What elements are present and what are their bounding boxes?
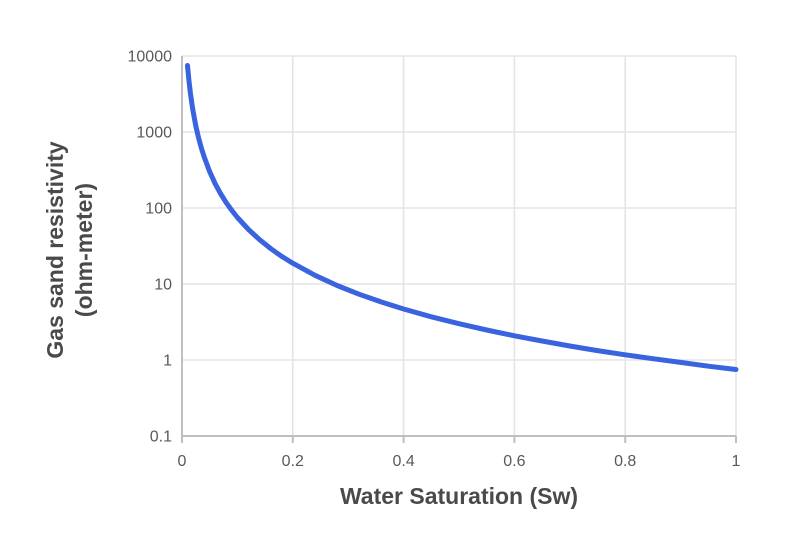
x-tick-label: 1 <box>732 453 741 470</box>
y-axis-title: Gas sand resistivity (ohm-meter) <box>41 90 99 410</box>
y-axis-title-line2: (ohm-meter) <box>71 182 97 318</box>
resistivity-curve <box>185 63 739 372</box>
x-tick-label: 0.2 <box>282 453 304 470</box>
x-tick-label: 0.6 <box>503 453 525 470</box>
y-tick-label: 1 <box>163 353 172 370</box>
y-tick-label: 0.1 <box>150 429 172 446</box>
x-tick-label: 0.4 <box>392 453 414 470</box>
x-axis-title: Water Saturation (Sw) <box>339 483 579 509</box>
x-tick-label: 0 <box>178 453 187 470</box>
y-axis-title-line1: Gas sand resistivity <box>42 141 68 359</box>
y-tick-label: 10 <box>154 277 172 294</box>
y-tick-label: 1000 <box>136 125 172 142</box>
y-tick-label: 10000 <box>128 49 173 66</box>
x-tick-label: 0.8 <box>614 453 636 470</box>
y-tick-label: 100 <box>145 201 172 218</box>
